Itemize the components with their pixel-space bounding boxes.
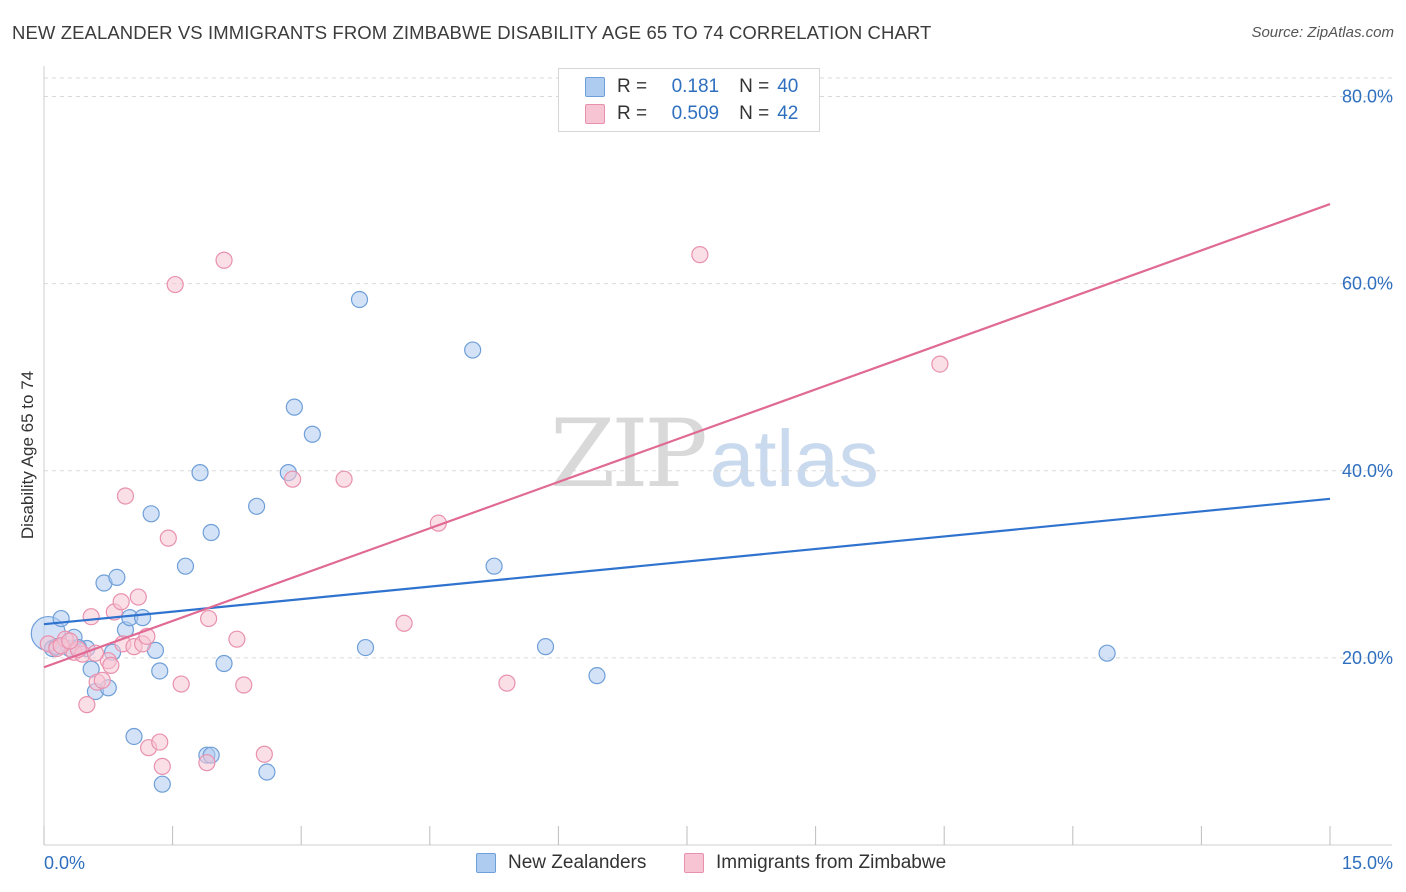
- source-label: Source: ZipAtlas.com: [1251, 24, 1394, 41]
- y-tick-label: 80.0%: [1342, 87, 1393, 107]
- point-blue-1: [52, 609, 70, 628]
- point-pink-30: [255, 745, 273, 763]
- point-pink-12: [112, 593, 130, 611]
- legend-r-value-blue: 0.181: [671, 76, 720, 97]
- series-swatch-blue: [476, 853, 496, 873]
- point-blue-23: [202, 523, 220, 542]
- point-pink-41: [61, 632, 79, 650]
- y-axis-label: Disability Age 65 to 74: [18, 370, 37, 540]
- point-blue-34: [536, 638, 555, 656]
- legend-n-label: N =: [739, 103, 770, 124]
- y-tick-label: 60.0%: [1342, 274, 1393, 294]
- point-pink-28: [228, 630, 246, 648]
- legend-swatch-blue: [585, 77, 605, 97]
- series-legend-zimbabwe[interactable]: Immigrants from Zimbabwe: [684, 852, 946, 874]
- legend-n-label: N =: [739, 76, 770, 97]
- point-blue-36: [1098, 644, 1116, 662]
- point-pink-35: [498, 674, 516, 692]
- point-blue-13: [125, 727, 143, 746]
- point-pink-31: [284, 470, 302, 488]
- point-pink-25: [198, 754, 216, 772]
- trendline-blue: [43, 497, 1331, 626]
- point-blue-10: [108, 568, 126, 587]
- legend-r-label: R =: [617, 76, 648, 97]
- legend-n-value-pink: 42: [777, 103, 799, 124]
- series-legend: New Zealanders Immigrants from Zimbabwe: [0, 852, 1406, 878]
- point-blue-20: [191, 464, 209, 482]
- point-pink-26: [200, 609, 218, 628]
- point-blue-29: [303, 425, 321, 443]
- point-pink-27: [215, 251, 233, 269]
- x-tick-label-max: 15.0%: [1342, 853, 1393, 873]
- chart-title: NEW ZEALANDER VS IMMIGRANTS FROM ZIMBABW…: [12, 22, 932, 43]
- legend-r-value-pink: 0.509: [671, 103, 720, 124]
- point-pink-29: [235, 676, 253, 694]
- point-pink-5: [78, 696, 96, 714]
- point-blue-14: [133, 609, 152, 627]
- y-tick-label: 20.0%: [1342, 648, 1393, 668]
- point-blue-33: [485, 557, 503, 575]
- legend-row-new-zealanders: R = 0.181 N = 40: [585, 75, 798, 99]
- series-swatch-pink: [684, 853, 704, 873]
- stats-legend: R = 0.181 N = 40 R = 0.509 N = 42: [558, 68, 820, 132]
- point-pink-16: [129, 588, 147, 606]
- point-blue-32: [464, 341, 482, 359]
- trendline-pink: [43, 203, 1331, 669]
- point-blue-26: [258, 763, 276, 781]
- legend-r-label: R =: [617, 103, 648, 124]
- point-pink-8: [93, 671, 111, 689]
- x-tick-label-min: 0.0%: [44, 853, 85, 873]
- series-legend-new-zealanders[interactable]: New Zealanders: [476, 852, 646, 874]
- y-tick-label: 40.0%: [1342, 461, 1393, 481]
- point-blue-28: [285, 398, 303, 416]
- series-name-pink: Immigrants from Zimbabwe: [716, 852, 947, 873]
- point-pink-23: [166, 275, 184, 294]
- point-pink-6: [82, 608, 100, 626]
- point-pink-24: [172, 675, 190, 693]
- point-blue-30: [350, 290, 369, 309]
- point-blue-24: [215, 654, 233, 673]
- point-pink-22: [159, 529, 177, 547]
- point-blue-18: [153, 775, 171, 793]
- point-blue-35: [588, 667, 606, 685]
- point-pink-33: [395, 614, 413, 632]
- legend-n-value-blue: 40: [777, 76, 799, 97]
- point-blue-19: [176, 557, 195, 575]
- series-name-blue: New Zealanders: [508, 852, 647, 873]
- point-blue-15: [142, 505, 160, 523]
- legend-row-zimbabwe: R = 0.509 N = 42: [585, 102, 798, 126]
- point-pink-20: [151, 733, 169, 751]
- point-blue-31: [356, 638, 375, 657]
- point-pink-14: [116, 487, 135, 505]
- legend-swatch-pink: [585, 104, 605, 124]
- point-pink-21: [153, 757, 171, 776]
- point-pink-36: [691, 246, 709, 264]
- point-pink-37: [931, 355, 949, 373]
- point-pink-10: [102, 656, 120, 674]
- point-pink-32: [335, 470, 353, 488]
- point-blue-25: [248, 497, 266, 515]
- point-blue-17: [151, 662, 169, 680]
